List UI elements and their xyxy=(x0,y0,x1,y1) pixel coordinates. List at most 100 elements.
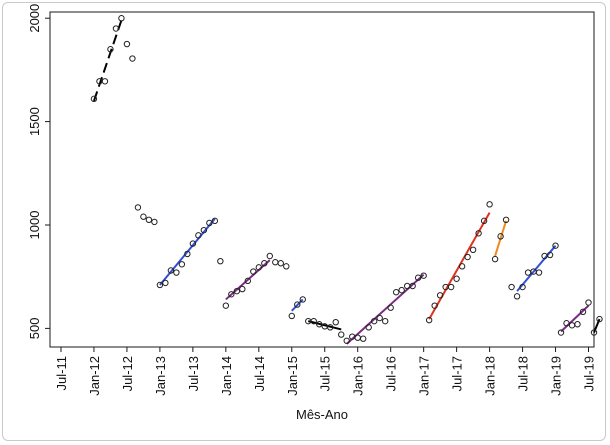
data-point-29 xyxy=(244,277,252,285)
y-axis: 500 1000 1500 2000 xyxy=(27,4,50,339)
data-point-8 xyxy=(129,55,136,62)
fit-line-9 xyxy=(516,245,557,292)
data-point-92 xyxy=(590,329,598,336)
data-point-71 xyxy=(475,230,482,237)
x-tick-label-10: Jan-16 xyxy=(351,356,366,396)
data-point-20 xyxy=(195,232,202,239)
data-point-45 xyxy=(332,318,339,326)
data-point-70 xyxy=(469,246,477,254)
data-point-79 xyxy=(519,283,526,291)
data-point-26 xyxy=(228,291,235,298)
data-point-27 xyxy=(233,287,241,295)
data-point-51 xyxy=(365,324,372,331)
fit-line-11 xyxy=(593,318,601,333)
data-point-76 xyxy=(502,216,510,224)
data-point-28 xyxy=(239,285,246,293)
x-tick-label-1: Jul-11 xyxy=(54,356,69,390)
data-point-69 xyxy=(464,253,471,261)
data-point-54 xyxy=(381,317,389,325)
x-tick-label-15: Jul-18 xyxy=(516,356,531,391)
data-point-57 xyxy=(398,286,405,294)
data-point-50 xyxy=(360,335,367,342)
x-tick-label-4: Jan-13 xyxy=(153,356,168,396)
fit-line-3 xyxy=(225,259,271,301)
data-point-62 xyxy=(425,316,433,324)
data-point-91 xyxy=(585,299,592,306)
y-tick-label-1500: 1500 xyxy=(27,107,42,136)
data-point-63 xyxy=(431,302,438,309)
x-tick-label-16: Jan-19 xyxy=(549,356,564,396)
data-point-39 xyxy=(299,296,306,303)
data-point-75 xyxy=(497,233,504,240)
data-point-37 xyxy=(288,312,295,320)
x-tick-label-8: Jan-15 xyxy=(285,356,300,396)
data-point-35 xyxy=(277,260,284,267)
data-point-16 xyxy=(173,269,180,276)
data-point-42 xyxy=(316,321,323,328)
data-point-15 xyxy=(167,267,175,274)
data-point-14 xyxy=(162,279,169,287)
data-point-74 xyxy=(491,255,499,263)
data-point-4 xyxy=(107,46,114,53)
fit-line-2 xyxy=(159,218,216,286)
x-tick-label-14: Jan-18 xyxy=(483,356,498,396)
data-point-56 xyxy=(392,289,400,296)
data-point-30 xyxy=(250,268,257,275)
data-point-18 xyxy=(184,250,191,258)
x-tick-label-17: Jul-19 xyxy=(582,356,597,391)
data-point-67 xyxy=(453,275,460,282)
data-point-25 xyxy=(222,302,230,309)
data-point-17 xyxy=(178,261,186,268)
fit-line-5 xyxy=(308,320,342,331)
data-point-7 xyxy=(123,40,131,48)
data-point-31 xyxy=(255,264,263,271)
data-point-55 xyxy=(387,304,394,311)
data-point-53 xyxy=(376,314,383,322)
data-point-11 xyxy=(145,216,153,224)
data-point-19 xyxy=(189,240,197,247)
data-point-64 xyxy=(436,292,444,299)
x-tick-label-12: Jan-17 xyxy=(417,356,432,396)
data-point-1 xyxy=(90,95,98,103)
data-point-72 xyxy=(480,217,488,225)
data-point-21 xyxy=(200,226,208,234)
x-tick-label-5: Jul-13 xyxy=(186,356,201,391)
data-point-33 xyxy=(266,252,273,260)
data-point-61 xyxy=(420,272,427,279)
data-point-87 xyxy=(563,320,570,327)
fit-line-8 xyxy=(494,220,508,257)
data-point-41 xyxy=(310,317,317,325)
data-point-44 xyxy=(327,324,334,331)
data-point-73 xyxy=(486,201,493,208)
data-point-59 xyxy=(409,282,416,290)
data-point-85 xyxy=(552,242,559,249)
data-point-93 xyxy=(596,315,603,323)
x-tick-label-7: Jul-14 xyxy=(252,356,267,391)
data-point-23 xyxy=(211,217,219,225)
data-point-77 xyxy=(508,283,515,291)
fit-line-10 xyxy=(560,304,590,333)
x-tick-label-13: Jul-17 xyxy=(450,356,465,391)
y-tick-label-500: 500 xyxy=(27,318,42,340)
data-point-13 xyxy=(156,281,164,289)
x-tick-label-3: Jul-12 xyxy=(120,356,135,391)
data-point-66 xyxy=(447,283,455,291)
x-axis: Jul-11 Jan-12 Jul-12 Jan-13 Jul-13 Jan-14 Jul-… xyxy=(54,347,597,396)
data-point-68 xyxy=(458,263,466,270)
data-point-82 xyxy=(535,269,543,276)
data-point-22 xyxy=(206,219,213,227)
data-point-47 xyxy=(343,337,350,344)
x-axis-title: Mês-Ano xyxy=(296,407,348,422)
plot-area xyxy=(49,11,595,348)
data-point-60 xyxy=(414,274,422,281)
y-tick-label-1000: 1000 xyxy=(27,211,42,240)
data-point-38 xyxy=(294,301,301,308)
data-point-86 xyxy=(557,329,565,336)
y-tick-label-2000: 2000 xyxy=(27,4,42,33)
data-point-78 xyxy=(513,293,521,300)
data-point-5 xyxy=(112,25,120,32)
data-point-36 xyxy=(283,263,290,270)
x-tick-label-2: Jan-12 xyxy=(87,356,102,396)
data-point-32 xyxy=(261,260,268,267)
